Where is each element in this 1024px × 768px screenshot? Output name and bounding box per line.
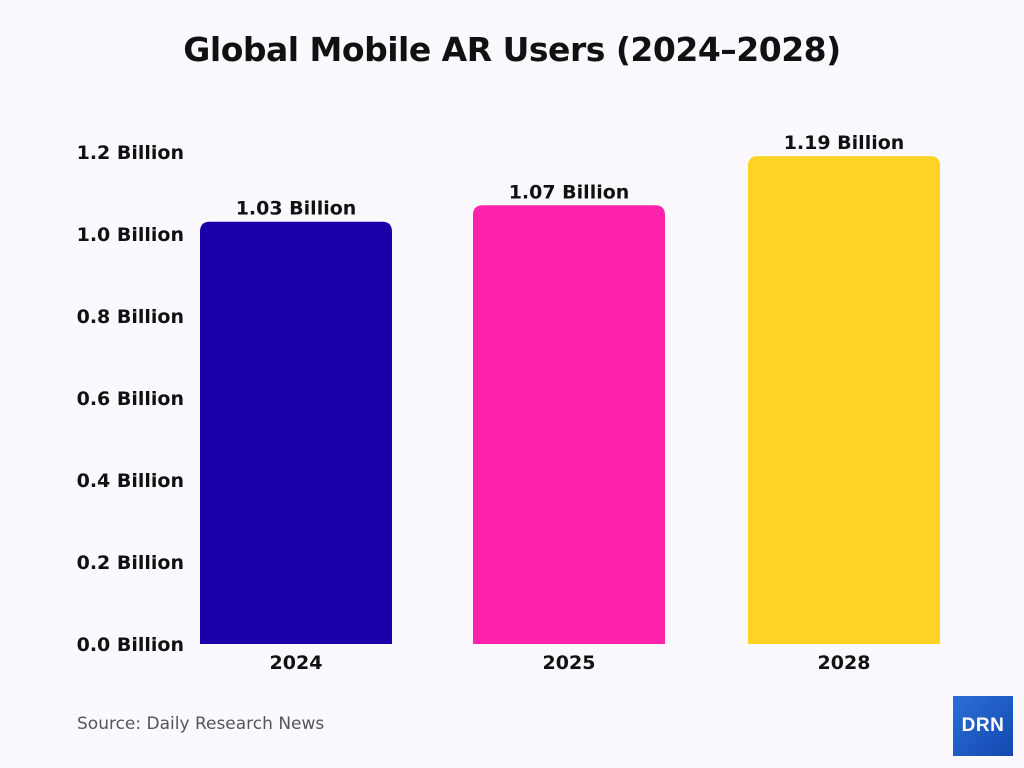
- bar-2025: [473, 205, 665, 645]
- drn-logo: DRN: [953, 696, 1013, 756]
- data-label: 1.19 Billion: [784, 132, 905, 154]
- y-tick-label: 0.2 Billion: [77, 552, 184, 574]
- source-note: Source: Daily Research News: [77, 714, 325, 734]
- y-tick-label: 0.8 Billion: [77, 306, 184, 328]
- x-tick-label: 2028: [818, 652, 871, 674]
- data-label: 1.03 Billion: [236, 198, 357, 220]
- bar-2024: [200, 221, 392, 644]
- data-label: 1.07 Billion: [509, 181, 630, 203]
- y-tick-label: 1.0 Billion: [77, 224, 184, 246]
- y-tick-label: 0.4 Billion: [77, 470, 184, 492]
- x-tick-label: 2024: [270, 652, 323, 674]
- y-tick-label: 0.0 Billion: [77, 634, 184, 656]
- x-tick-label: 2025: [543, 652, 596, 674]
- chart-title: Global Mobile AR Users (2024–2028): [183, 30, 841, 69]
- bar-2028: [748, 156, 940, 644]
- y-tick-label: 1.2 Billion: [77, 142, 184, 164]
- y-tick-label: 0.6 Billion: [77, 388, 184, 410]
